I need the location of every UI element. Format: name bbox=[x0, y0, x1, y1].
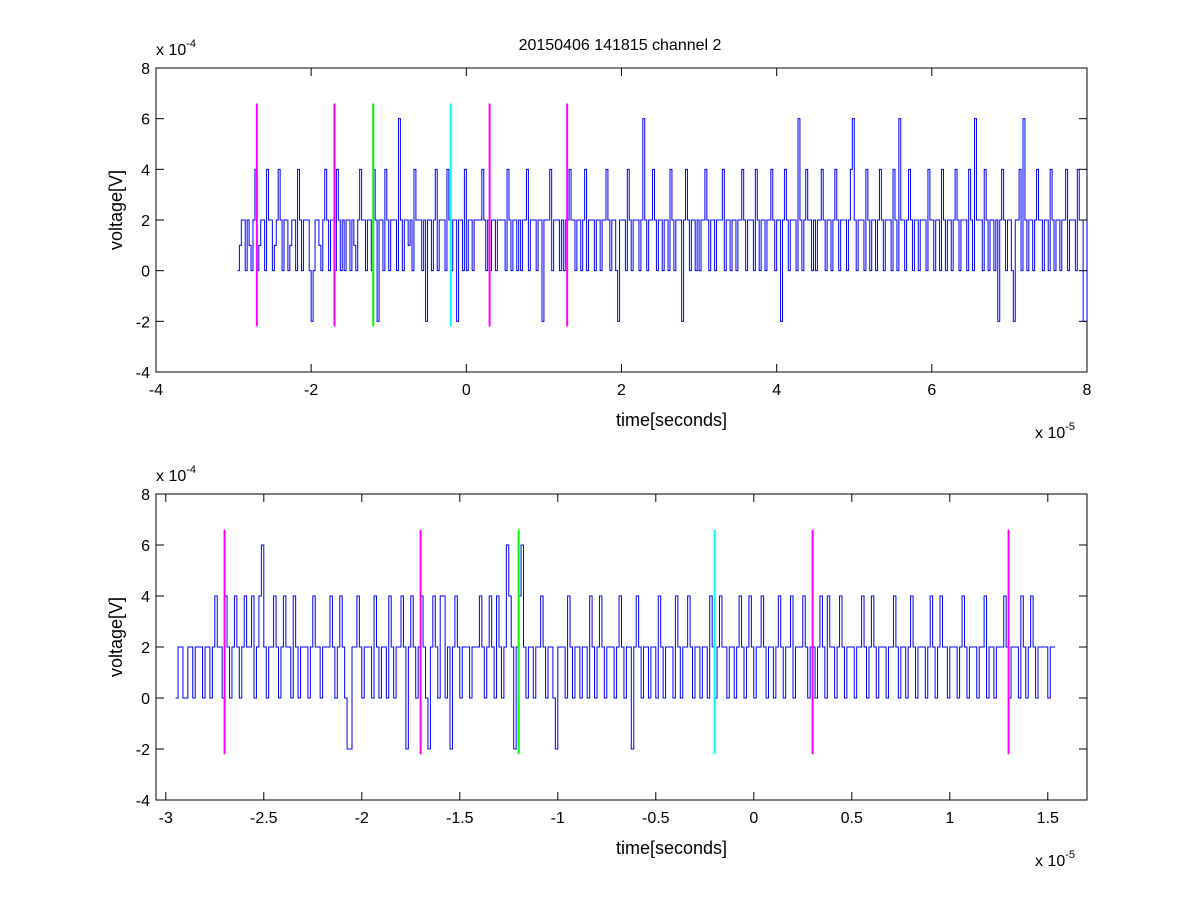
figure-title: 20150406 141815 channel 2 bbox=[519, 37, 722, 54]
y-tick-label: 0 bbox=[141, 264, 150, 281]
y-tick-label: 6 bbox=[141, 112, 150, 129]
x-tick-label: 1.5 bbox=[1037, 810, 1059, 827]
x-axis-label: time[seconds] bbox=[616, 410, 727, 430]
y-exponent-label: x 10-4 bbox=[156, 38, 196, 59]
y-exponent-label: x 10-4 bbox=[156, 464, 196, 485]
y-exponent-base: x 10 bbox=[156, 468, 186, 485]
x-tick-label: -0.5 bbox=[642, 810, 670, 827]
x-exponent-base: x 10 bbox=[1035, 853, 1065, 870]
y-tick-label: 8 bbox=[141, 487, 150, 504]
y-tick-label: -2 bbox=[136, 314, 150, 331]
x-exponent-power: -5 bbox=[1065, 849, 1075, 861]
x-tick-label: -3 bbox=[159, 810, 173, 827]
x-exponent-base: x 10 bbox=[1035, 425, 1065, 442]
x-tick-label: 0 bbox=[749, 810, 758, 827]
x-exponent-label: x 10-5 bbox=[1035, 421, 1075, 442]
y-tick-label: 4 bbox=[141, 589, 150, 606]
y-exponent-power: -4 bbox=[186, 464, 196, 476]
x-tick-label: 2 bbox=[617, 382, 626, 399]
y-exponent-power: -4 bbox=[186, 38, 196, 50]
y-tick-label: 4 bbox=[141, 162, 150, 179]
y-exponent-base: x 10 bbox=[156, 42, 186, 59]
x-tick-label: 8 bbox=[1083, 382, 1092, 399]
x-tick-label: 6 bbox=[927, 382, 936, 399]
y-tick-label: -2 bbox=[136, 742, 150, 759]
x-tick-label: -4 bbox=[149, 382, 163, 399]
x-tick-label: -1 bbox=[551, 810, 565, 827]
x-exponent-power: -5 bbox=[1065, 421, 1075, 433]
x-axis-label: time[seconds] bbox=[616, 838, 727, 858]
y-tick-label: 0 bbox=[141, 691, 150, 708]
y-axis-label: voltage[V] bbox=[106, 597, 126, 677]
x-tick-label: -2 bbox=[355, 810, 369, 827]
subplot-top: -4 -2 0 2 4 6 8 -4 -2 0 2 4 6 8 time[seconds] voltage[V… bbox=[106, 38, 1092, 442]
y-tick-label: -4 bbox=[136, 793, 150, 810]
y-tick-label: 6 bbox=[141, 538, 150, 555]
x-tick-label: -2.5 bbox=[250, 810, 278, 827]
y-tick-label: 2 bbox=[141, 640, 150, 657]
y-axis-label: voltage[V] bbox=[106, 170, 126, 250]
x-exponent-label: x 10-5 bbox=[1035, 849, 1075, 870]
y-tick-label: 8 bbox=[141, 61, 150, 78]
y-tick-label: -4 bbox=[136, 365, 150, 382]
x-tick-label: -2 bbox=[304, 382, 318, 399]
y-tick-label: 2 bbox=[141, 213, 150, 230]
x-tick-label: 0.5 bbox=[841, 810, 863, 827]
signal-series-line bbox=[237, 118, 1087, 322]
x-tick-label: 1 bbox=[945, 810, 954, 827]
x-tick-label: 4 bbox=[772, 382, 781, 399]
signal-series-line bbox=[175, 544, 1056, 750]
x-tick-label: -1.5 bbox=[446, 810, 474, 827]
x-tick-label: 0 bbox=[462, 382, 471, 399]
subplot-bottom: -3 -2.5 -2 -1.5 -1 -0.5 0 0.5 1 1.5 -4 -2 0 2 4 6 8 time[… bbox=[106, 464, 1088, 870]
